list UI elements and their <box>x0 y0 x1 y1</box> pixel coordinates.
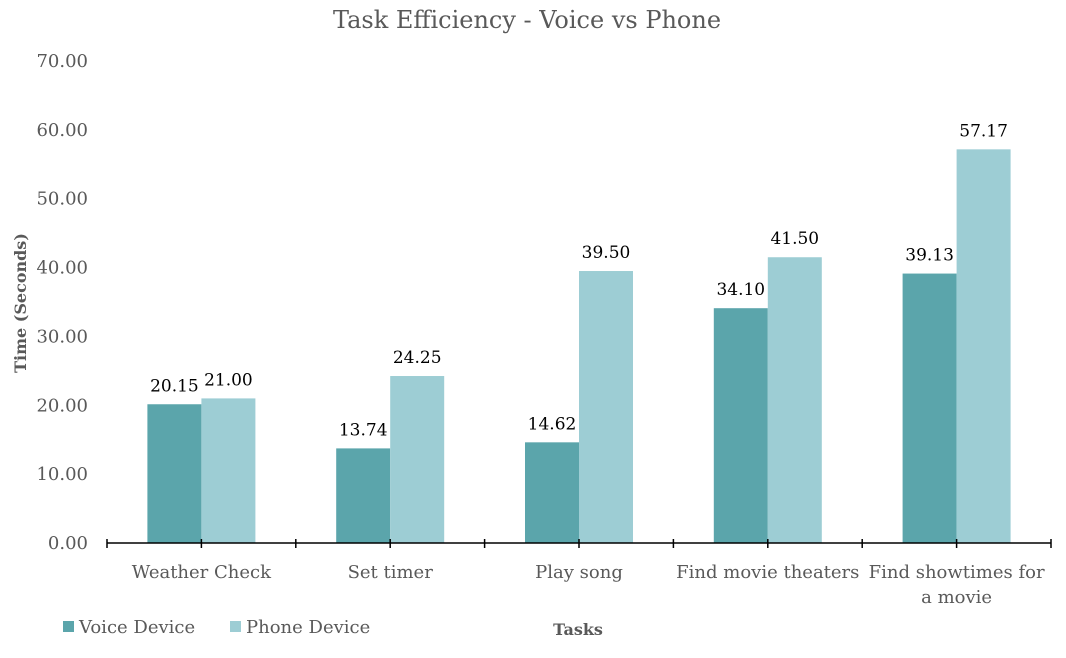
phone-device-value-label: 21.00 <box>204 370 253 390</box>
voice-device-bar <box>147 404 202 543</box>
chart-title: Task Efficiency - Voice vs Phone <box>333 6 721 34</box>
x-category-label: Set timer <box>348 562 434 583</box>
voice-device-bar <box>713 308 768 543</box>
y-axis-title: Time (Seconds) <box>11 233 30 373</box>
phone-device-bar <box>579 271 633 543</box>
x-axis: Weather Check Set timer Play song Find movi… <box>106 539 1052 608</box>
x-category-label: Weather Check <box>132 562 272 583</box>
y-tick-label: 70.00 <box>36 51 88 72</box>
voice-device-bar <box>336 448 391 543</box>
x-category-label: Find movie theaters <box>676 562 859 583</box>
voice-device-bar <box>902 273 957 543</box>
voice-device-value-label: 20.15 <box>150 376 199 396</box>
voice-device-value-label: 14.62 <box>528 414 577 434</box>
phone-device-value-label: 57.17 <box>959 121 1008 141</box>
phone-device-value-label: 41.50 <box>770 229 819 249</box>
legend-swatch-phone-device <box>230 621 241 632</box>
legend-label-voice-device: Voice Device <box>78 617 195 638</box>
legend: Voice Device Phone Device <box>63 617 370 638</box>
phone-device-bar <box>201 398 256 543</box>
phone-device-value-label: 24.25 <box>393 348 442 368</box>
x-axis-title: Tasks <box>553 620 603 639</box>
x-category-label: Find showtimes for <box>869 562 1045 583</box>
voice-device-value-label: 34.10 <box>716 280 765 300</box>
x-category-label: Play song <box>535 562 623 583</box>
y-tick-label: 10.00 <box>36 464 88 485</box>
y-tick-label: 60.00 <box>36 120 88 141</box>
phone-device-bar <box>956 149 1011 543</box>
bars <box>147 149 1011 543</box>
y-tick-label: 50.00 <box>36 189 88 210</box>
voice-device-bar <box>525 442 579 543</box>
phone-device-bar <box>390 376 445 543</box>
y-tick-label: 30.00 <box>36 326 88 347</box>
y-tick-label: 0.00 <box>48 533 88 554</box>
voice-device-value-label: 13.74 <box>339 420 388 440</box>
data-labels: 20.15 21.00 13.74 24.25 14.62 39.50 34.10 41.50… <box>150 121 1008 440</box>
y-tick-label: 20.00 <box>36 395 88 416</box>
phone-device-bar <box>767 257 822 543</box>
y-tick-label: 40.00 <box>36 258 88 279</box>
legend-swatch-voice-device <box>63 621 74 632</box>
y-axis: 0.00 10.00 20.00 30.00 40.00 50.00 60.00 70.00 <box>36 51 88 554</box>
voice-device-value-label: 39.13 <box>905 246 954 266</box>
x-category-label: a movie <box>921 587 992 608</box>
legend-label-phone-device: Phone Device <box>246 617 370 638</box>
phone-device-value-label: 39.50 <box>582 243 631 263</box>
